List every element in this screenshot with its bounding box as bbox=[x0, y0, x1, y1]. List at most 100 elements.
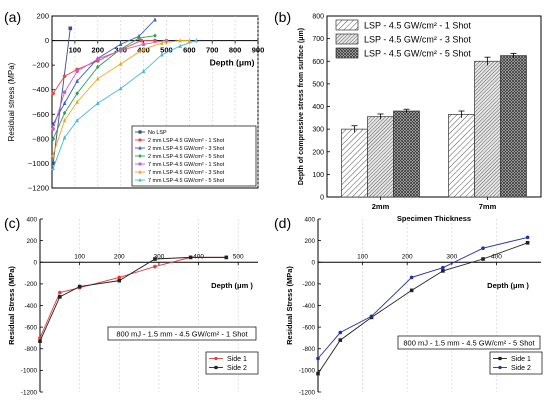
chart-d-y-tick-label: -400 bbox=[302, 303, 315, 310]
chart-d-data-point bbox=[481, 246, 485, 250]
chart-c-x-tick-label: 400 bbox=[193, 253, 204, 260]
chart-d-data-point bbox=[409, 275, 414, 280]
chart-a-data-point bbox=[160, 40, 164, 45]
chart-b-x-tick-label: 2mm bbox=[372, 202, 390, 211]
chart-c-y-tick-label: -600 bbox=[24, 324, 37, 331]
chart-a-legend-label: 2 mm LSP-4.5 GW/cm² - 5 Shot bbox=[148, 154, 225, 160]
chart-c-legend-label: Side 2 bbox=[227, 365, 247, 372]
chart-b-x-tick-label: 7mm bbox=[479, 202, 497, 211]
chart-a-data-point bbox=[62, 110, 67, 116]
panel-label-c: (c) bbox=[4, 215, 20, 231]
chart-b-y-tick-label: 200 bbox=[312, 149, 324, 156]
chart-c-y-tick-label: -1200 bbox=[21, 389, 38, 396]
panel-label-b: (b) bbox=[274, 9, 291, 25]
chart-a-data-point bbox=[178, 38, 182, 43]
chart-d-data-point bbox=[338, 338, 343, 342]
chart-c-series-line bbox=[39, 256, 227, 339]
chart-a-legend-label: 7 mm LSP-4.5 GW/cm² - 5 Shot bbox=[148, 178, 225, 184]
chart-d-legend-label: Side 2 bbox=[511, 365, 531, 372]
chart-a-legend-label: 7 mm LSP-4.5 GW/cm² - 3 Shot bbox=[148, 170, 225, 176]
chart-b-bar bbox=[393, 110, 420, 198]
chart-c-y-tick-label: -800 bbox=[24, 346, 37, 353]
chart-c-data-point bbox=[117, 275, 122, 280]
chart-c-annotation: 800 mJ - 1.5 mm - 4.5 GW/cm² - 1 Shot bbox=[116, 330, 248, 339]
chart-a-series-line bbox=[52, 28, 71, 164]
chart-c-legend bbox=[205, 351, 259, 375]
chart-d-y-tick-label: 200 bbox=[304, 238, 315, 245]
chart-c-data-point bbox=[188, 255, 193, 260]
chart-c-x-axis-label: Depth (μm ) bbox=[211, 281, 253, 290]
chart-b-bar bbox=[500, 55, 527, 198]
chart-d-data-point bbox=[441, 269, 445, 273]
chart-d-data-point bbox=[525, 235, 530, 240]
chart-a-data-point bbox=[141, 68, 146, 74]
chart-a-data-point bbox=[95, 76, 100, 81]
chart-b-y-tick-label: 100 bbox=[312, 172, 324, 179]
chart-a-data-point bbox=[95, 64, 100, 70]
chart-b-legend-label: LSP - 4.5 GW/cm² - 5 Shot bbox=[364, 49, 471, 59]
chart-c-data-point bbox=[58, 290, 62, 295]
chart-a-data-point bbox=[62, 135, 67, 140]
chart-b-legend-swatch bbox=[335, 19, 359, 31]
chart-a-data-point bbox=[118, 41, 123, 47]
chart-a-x-tick-label: 100 bbox=[69, 46, 82, 55]
chart-d-y-tick-label: -600 bbox=[302, 324, 315, 331]
chart-d-y-axis-label: Residual Stress (MPa) bbox=[285, 266, 294, 345]
chart-b-legend-swatch bbox=[335, 47, 359, 59]
chart-a-x-tick-label: 600 bbox=[183, 46, 196, 55]
chart-a-data-point bbox=[187, 38, 192, 43]
chart-c-legend-marker bbox=[214, 356, 218, 361]
chart-b-y-tick-label: 300 bbox=[312, 127, 324, 134]
chart-d-legend-marker bbox=[498, 365, 502, 370]
chart-c-data-point bbox=[77, 284, 82, 289]
chart-a-data-point bbox=[160, 52, 164, 57]
chart-d-y-tick-label: -200 bbox=[302, 281, 315, 288]
chart-a-legend-marker bbox=[138, 130, 142, 134]
chart-a-legend-marker bbox=[138, 177, 142, 182]
chart-a-data-point bbox=[95, 57, 100, 61]
chart-d-data-point bbox=[369, 314, 374, 319]
chart-d-data-point bbox=[481, 257, 485, 261]
chart-d-data-point bbox=[316, 371, 320, 376]
chart-d-data-point bbox=[316, 356, 320, 361]
chart-a-legend bbox=[131, 125, 257, 187]
chart-a-series-line bbox=[52, 19, 156, 125]
chart-a-legend-marker bbox=[138, 145, 142, 150]
chart-a-data-point bbox=[75, 118, 79, 123]
chart-a-data-point bbox=[153, 33, 157, 38]
chart-c-legend-marker bbox=[214, 365, 218, 370]
chart-d-annotation-box bbox=[397, 335, 541, 350]
chart-c-annotation-box bbox=[107, 326, 257, 341]
chart-a-data-point bbox=[51, 152, 55, 157]
chart-b-x-axis-label: Specimen Thickness bbox=[397, 214, 471, 223]
chart-c-x-tick-label: 200 bbox=[114, 253, 125, 260]
chart-a-data-point bbox=[51, 127, 55, 131]
chart-d-side-comparison-5-shot: 100 200 300 400 400 200 0 -200 -400 -600 -800 -1000… bbox=[285, 216, 543, 396]
chart-a-data-point bbox=[141, 46, 146, 51]
chart-c-y-tick-label: -200 bbox=[24, 281, 37, 288]
chart-a-data-point bbox=[51, 91, 55, 96]
chart-d-data-point bbox=[525, 240, 530, 245]
chart-a-data-point bbox=[62, 118, 67, 123]
chart-a-data-point bbox=[62, 74, 67, 78]
chart-a-data-point bbox=[137, 35, 141, 41]
chart-a-legend-marker bbox=[138, 162, 142, 166]
chart-d-legend-label: Side 1 bbox=[511, 356, 531, 363]
chart-b-y-axis-label: Depth of compressive stress from surface… bbox=[298, 28, 305, 185]
chart-b-legend-label: LSP - 4.5 GW/cm² - 3 Shot bbox=[364, 35, 471, 45]
chart-a-data-point bbox=[178, 43, 182, 48]
chart-a-y-tick-label: −800 bbox=[32, 134, 49, 143]
chart-d-annotation: 800 mJ - 1.5 mm - 4.5 GW/cm² - 5 Shot bbox=[403, 339, 535, 348]
chart-a-x-axis-label: Depth (μm) bbox=[210, 58, 255, 68]
chart-d-x-tick-label: 400 bbox=[491, 253, 502, 260]
chart-a-data-point bbox=[75, 99, 79, 104]
chart-a-data-point bbox=[75, 78, 79, 83]
chart-a-data-point bbox=[153, 17, 157, 22]
chart-d-y-tick-label: 400 bbox=[304, 216, 315, 223]
chart-c-x-tick-label: 500 bbox=[233, 253, 244, 260]
chart-c-data-point bbox=[38, 339, 42, 343]
chart-c-y-tick-label: -1000 bbox=[21, 368, 38, 375]
chart-a-data-point bbox=[139, 38, 144, 43]
chart-d-x-axis-label: Depth (μm ) bbox=[487, 281, 529, 290]
chart-a-data-point bbox=[51, 136, 55, 142]
